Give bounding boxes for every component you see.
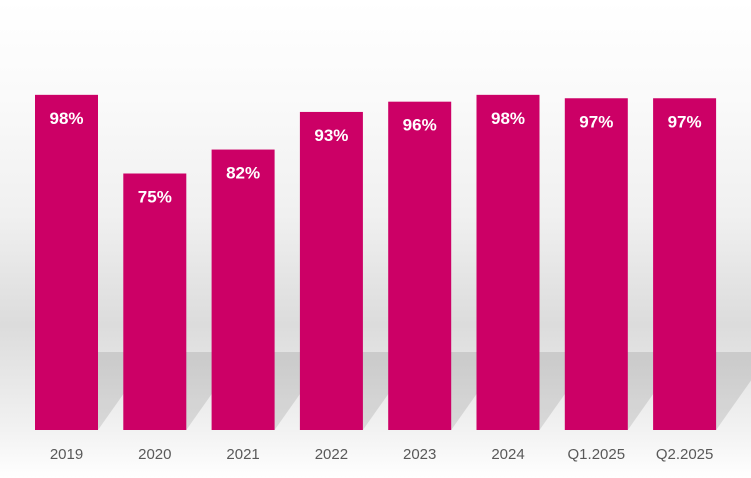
bar-q1-2025: [564, 98, 628, 430]
data-label: 96%: [403, 116, 437, 135]
x-tick-label: Q1.2025: [568, 446, 626, 463]
x-axis-ticks: 2019 2020 2021 2022 2023 2024 Q1.2025 Q2.2025: [50, 446, 714, 463]
x-tick-label: 2022: [315, 446, 348, 463]
bars-group: [35, 94, 717, 431]
bar-2022: [299, 111, 363, 430]
bar-2019: [35, 94, 98, 430]
x-tick-label: Q2.2025: [656, 446, 714, 463]
data-label: 98%: [491, 109, 525, 128]
x-tick-label: 2020: [138, 446, 171, 463]
x-tick-label: 2021: [226, 446, 259, 463]
x-tick-label: 2023: [403, 446, 436, 463]
data-label: 75%: [138, 188, 172, 207]
bar-2021: [211, 149, 275, 430]
data-label: 97%: [579, 112, 613, 131]
bar-q2-2025: [653, 98, 717, 430]
data-label: 82%: [226, 164, 260, 183]
bar-2023: [388, 101, 452, 431]
bar-2020: [123, 173, 187, 430]
data-label: 93%: [314, 126, 348, 145]
value-labels-group: 98% 75% 82% 93% 96% 98% 97% 97%: [49, 109, 701, 207]
x-tick-label: 2019: [50, 446, 83, 463]
data-label: 98%: [49, 109, 83, 128]
x-tick-label: 2024: [491, 446, 524, 463]
data-label: 97%: [668, 112, 702, 131]
bar-2024: [476, 94, 540, 430]
